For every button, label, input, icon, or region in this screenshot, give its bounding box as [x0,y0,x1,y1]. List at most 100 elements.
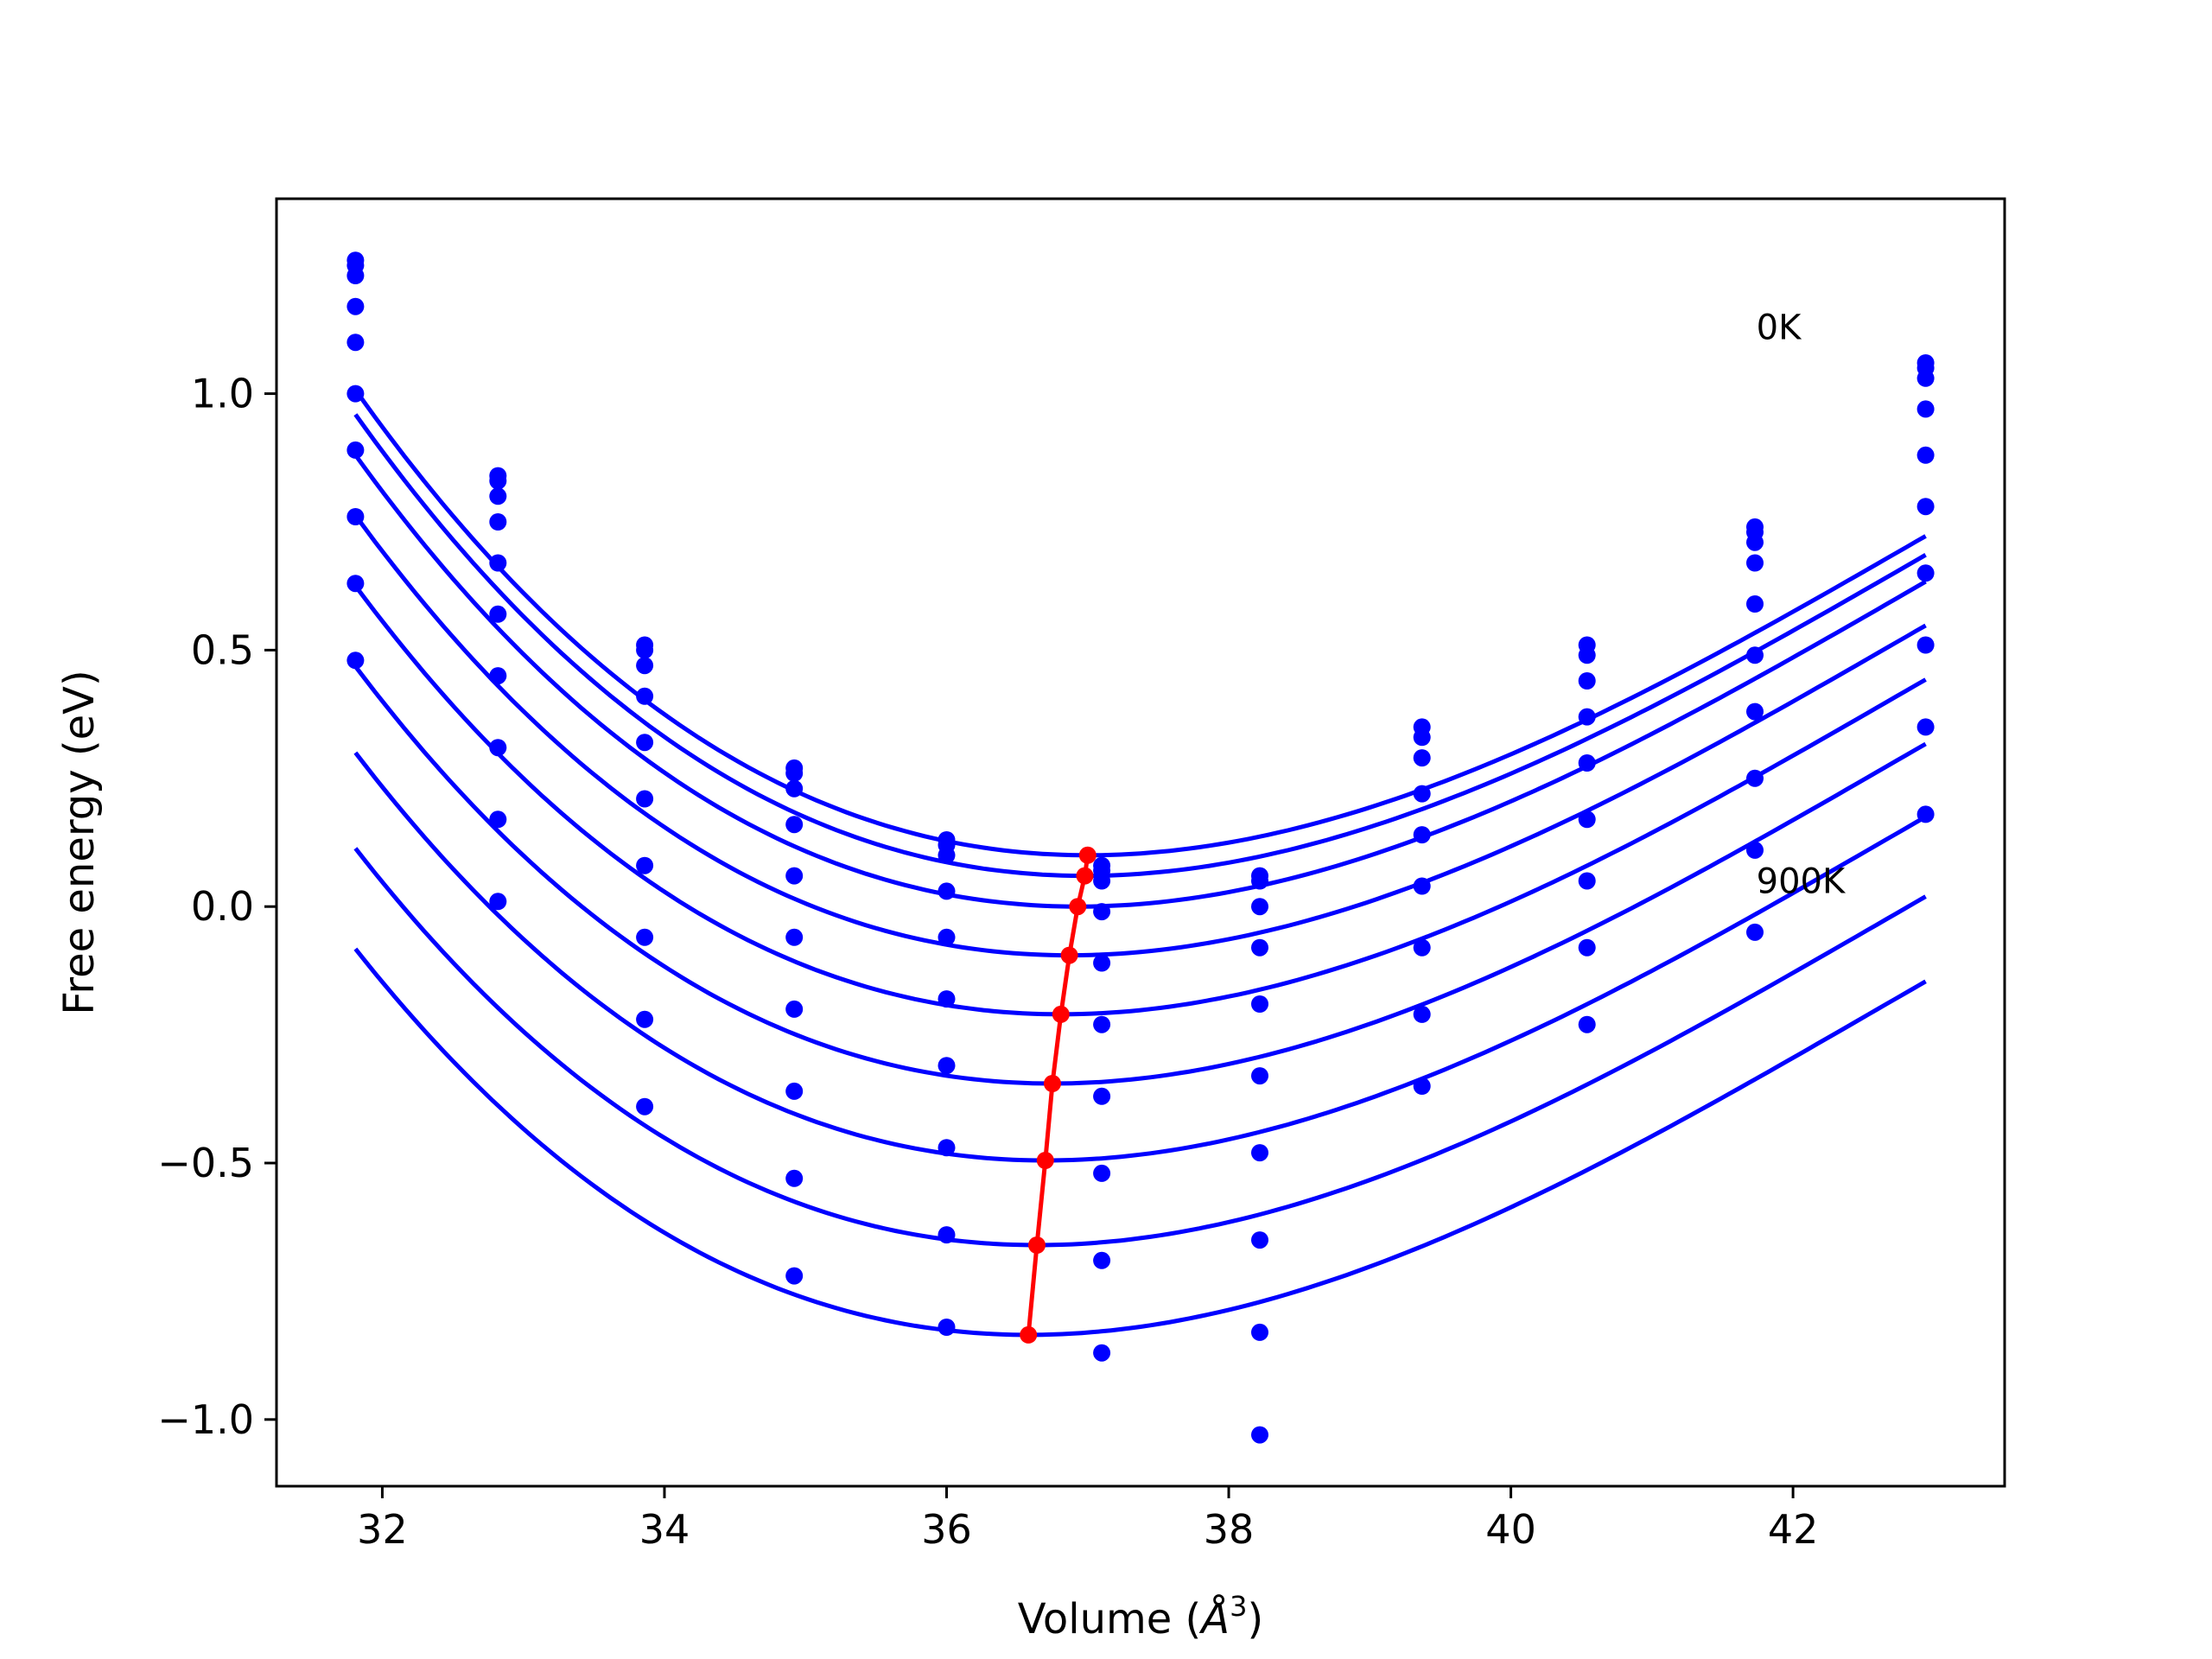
data-point [1746,595,1764,613]
data-point [1916,446,1935,464]
data-point [1746,554,1764,572]
data-point [1413,938,1431,957]
minimum-point [1069,898,1087,916]
minimum-point [1052,1005,1070,1023]
fit-curves [353,388,1927,1338]
annotation-label-0: 0K [1757,308,1802,347]
plot-frame [275,197,2006,1488]
data-point [636,734,654,752]
data-point [1578,754,1596,772]
data-point [1578,938,1596,957]
y-tick-label: −0.5 [157,1140,254,1186]
data-point [1093,1087,1111,1105]
minimum-point [1020,1325,1038,1344]
data-point [1413,749,1431,767]
minimum-point [1044,1075,1061,1092]
data-point [1746,923,1764,941]
data-point [636,657,654,675]
data-point [1413,826,1431,844]
data-point [1251,1426,1268,1444]
data-point [489,554,507,572]
fit-curve-1 [353,413,1927,879]
data-point [1251,1323,1268,1341]
data-point [346,267,365,284]
y-tick-label: 1.0 [191,371,254,417]
data-point [1413,1077,1431,1095]
data-point [785,764,804,782]
data-point [636,687,654,705]
data-point [938,990,956,1008]
minimum-point [1078,846,1096,864]
minimum-point [1028,1236,1046,1254]
y-tick-label: 0.5 [191,626,254,673]
data-point [636,1097,654,1116]
data-point [1578,708,1596,726]
data-point [489,810,507,829]
data-point [1578,1015,1596,1033]
data-point [1746,702,1764,721]
data-point [1746,533,1764,551]
data-point [1251,938,1268,957]
data-point [1578,646,1596,664]
data-point [636,1010,654,1028]
data-point [489,513,507,531]
data-point [1916,805,1935,823]
data-point [1916,636,1935,654]
fit-curve-4 [353,584,1927,1017]
data-point [636,641,654,659]
minimum-point [1060,946,1078,964]
data-point [1413,785,1431,803]
data-point [1251,898,1268,916]
data-point [1251,872,1268,890]
data-point [1093,872,1111,890]
data-point [346,385,365,403]
data-point [346,508,365,525]
data-point [1746,841,1764,859]
data-point [346,334,365,352]
fit-curve-7 [353,847,1927,1248]
data-point [489,605,507,623]
x-tick-label: 40 [1485,1506,1536,1553]
y-tick-label: −1.0 [157,1396,254,1443]
x-tick-label: 38 [1204,1506,1255,1553]
data-points [346,251,1935,1444]
data-point [346,441,365,459]
data-point [1251,995,1268,1013]
data-point [785,816,804,834]
minimum-point [1076,867,1094,885]
fit-curve-8 [353,947,1927,1338]
data-point [785,1169,804,1187]
data-point [785,928,804,946]
data-point [346,575,365,593]
data-point [1413,728,1431,747]
data-point [1093,1344,1111,1362]
data-point [489,472,507,490]
data-point [785,779,804,798]
data-point [1916,369,1935,387]
data-point [938,1226,956,1244]
data-point [1916,400,1935,418]
data-point [1916,498,1935,516]
data-point [938,1139,956,1157]
data-point [938,846,956,864]
data-point [1746,646,1764,664]
data-point [346,297,365,315]
data-point [1746,769,1764,787]
x-tick-label: 42 [1768,1506,1819,1553]
data-point [346,652,365,670]
data-point [636,856,654,874]
fit-curve-3 [353,514,1927,958]
fit-curve-0 [353,388,1927,858]
data-point [1093,1164,1111,1182]
data-point [489,893,507,911]
data-point [1093,903,1111,921]
data-point [1093,954,1111,972]
x-tick-label: 34 [639,1506,690,1553]
data-point [1093,1015,1111,1033]
data-point [785,1267,804,1285]
fit-curve-5 [353,664,1927,1086]
fit-curve-6 [353,751,1927,1163]
data-point [938,882,956,900]
